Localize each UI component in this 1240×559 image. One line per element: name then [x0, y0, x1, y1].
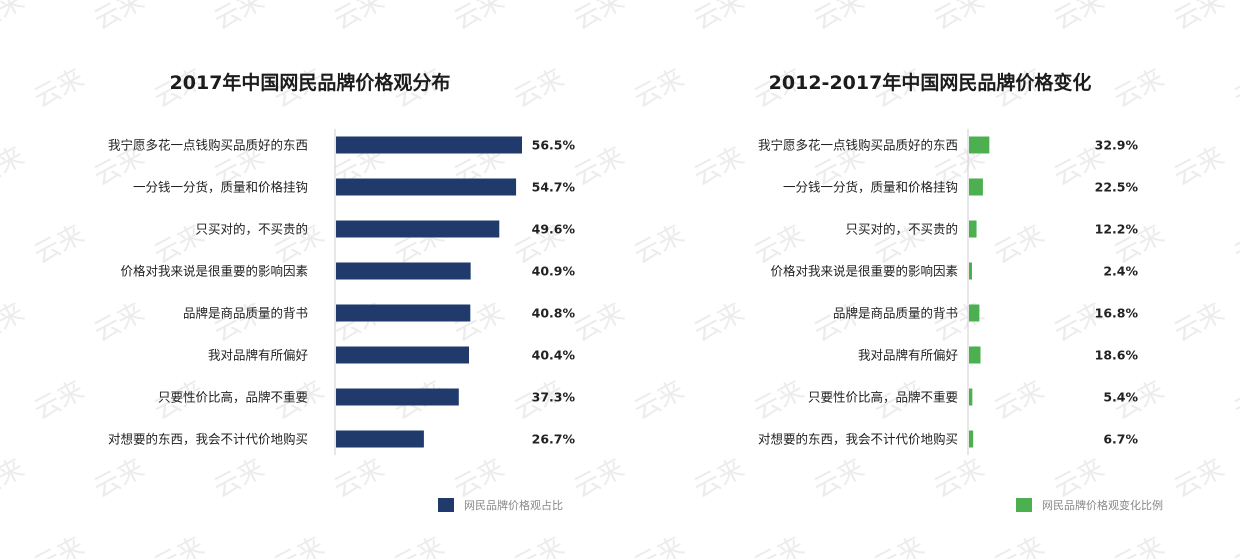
- category-label: 价格对我来说是很重要的影响因素: [120, 264, 308, 279]
- value-label: 56.5%: [532, 138, 576, 153]
- chart-title: 2017年中国网民品牌价格观分布: [169, 72, 451, 94]
- bar: [969, 178, 983, 196]
- category-label: 只要性价比高，品牌不重要: [808, 390, 958, 405]
- legend-swatch: [438, 498, 454, 512]
- value-label: 40.8%: [532, 306, 576, 321]
- bar-plot-area: 我宁愿多花一点钱购买品质好的东西 56.5% 一分钱一分货，质量和价格挂钩 54.7%…: [108, 129, 576, 455]
- value-label: 40.4%: [532, 348, 576, 363]
- bar: [969, 430, 974, 448]
- value-label: 5.4%: [1103, 390, 1138, 405]
- value-label: 54.7%: [532, 180, 576, 195]
- value-label: 18.6%: [1095, 348, 1139, 363]
- category-label: 只买对的，不买贵的: [845, 222, 958, 237]
- bar: [336, 388, 459, 406]
- value-label: 32.9%: [1095, 138, 1139, 153]
- value-label: 49.6%: [532, 222, 576, 237]
- value-label: 26.7%: [532, 432, 576, 447]
- category-label: 我宁愿多花一点钱购买品质好的东西: [108, 138, 308, 153]
- legend-swatch: [1016, 498, 1032, 512]
- bar: [336, 178, 517, 196]
- value-label: 16.8%: [1095, 306, 1139, 321]
- category-label: 对想要的东西，我会不计代价地购买: [108, 432, 308, 447]
- chart-brand-price-distribution: 2017年中国网民品牌价格观分布 我宁愿多花一点钱购买品质好的东西 56.5% 一分…: [108, 72, 576, 513]
- bar: [969, 220, 977, 238]
- value-label: 12.2%: [1095, 222, 1139, 237]
- bar: [336, 220, 500, 238]
- chart-title: 2012-2017年中国网民品牌价格变化: [768, 72, 1092, 94]
- bar: [969, 136, 990, 154]
- bar: [969, 262, 972, 280]
- value-label: 2.4%: [1103, 264, 1138, 279]
- value-label: 37.3%: [532, 390, 576, 405]
- bar: [336, 346, 469, 364]
- category-label: 只买对的，不买贵的: [195, 222, 308, 237]
- category-label: 一分钱一分货，质量和价格挂钩: [133, 180, 308, 195]
- legend: 网民品牌价格观变化比例: [1016, 497, 1163, 513]
- value-label: 40.9%: [532, 264, 576, 279]
- bar: [336, 430, 424, 448]
- category-label: 对想要的东西，我会不计代价地购买: [758, 432, 958, 447]
- bar: [969, 346, 981, 364]
- bar: [969, 304, 980, 322]
- bar: [969, 388, 973, 406]
- category-label: 一分钱一分货，质量和价格挂钩: [783, 180, 958, 195]
- bar-plot-area: 我宁愿多花一点钱购买品质好的东西 32.9% 一分钱一分货，质量和价格挂钩 22.5%…: [758, 129, 1139, 455]
- legend-label: 网民品牌价格观变化比例: [1042, 499, 1163, 512]
- bar: [336, 304, 471, 322]
- bar: [336, 136, 522, 154]
- category-label: 我宁愿多花一点钱购买品质好的东西: [758, 138, 958, 153]
- category-label: 我对品牌有所偏好: [858, 348, 958, 363]
- value-label: 22.5%: [1095, 180, 1139, 195]
- value-label: 6.7%: [1103, 432, 1138, 447]
- category-label: 品牌是商品质量的背书: [183, 306, 308, 321]
- category-label: 价格对我来说是很重要的影响因素: [770, 264, 958, 279]
- bar: [336, 262, 471, 280]
- category-label: 品牌是商品质量的背书: [833, 306, 958, 321]
- legend: 网民品牌价格观占比: [438, 497, 563, 513]
- category-label: 只要性价比高，品牌不重要: [158, 390, 308, 405]
- legend-label: 网民品牌价格观占比: [464, 499, 563, 512]
- chart-brand-price-change: 2012-2017年中国网民品牌价格变化 我宁愿多花一点钱购买品质好的东西 32.…: [620, 0, 1240, 559]
- category-label: 我对品牌有所偏好: [208, 348, 308, 363]
